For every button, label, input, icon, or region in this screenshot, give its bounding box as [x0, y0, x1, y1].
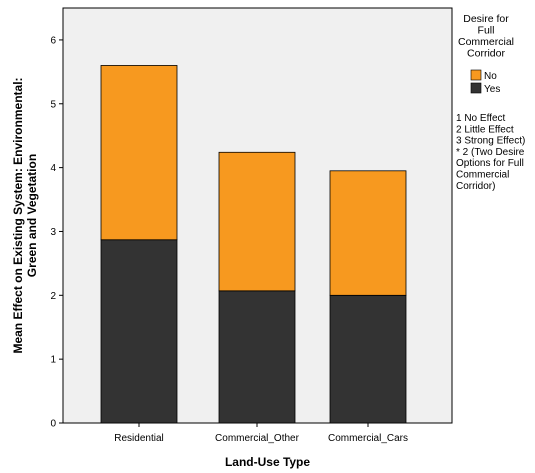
x-tick-label: Residential [114, 433, 163, 444]
x-axis-title: Land-Use Type [225, 455, 310, 469]
annotation-line: Commercial [456, 170, 509, 181]
legend-label-yes: Yes [484, 84, 500, 95]
y-axis-title-line: Mean Effect on Existing System: Environm… [11, 77, 25, 353]
annotation-line: 1 No Effect [456, 113, 506, 124]
bar-commercial-cars-yes [329, 294, 407, 424]
y-axis-title-line: Green and Vegetation [25, 154, 39, 277]
y-tick-label: 3 [50, 227, 56, 238]
legend-title-line: Corridor [467, 48, 505, 60]
bar-residential-yes [100, 239, 178, 424]
annotation-line: * 2 (Two Desire [456, 147, 525, 158]
y-tick-label: 1 [50, 355, 56, 366]
y-axis: 0 1 2 3 4 5 6 [50, 35, 63, 430]
bar-commercial-other-yes [218, 290, 296, 424]
y-tick-label: 0 [50, 419, 56, 430]
y-tick-label: 5 [50, 99, 56, 110]
y-tick-label: 6 [50, 35, 56, 46]
y-axis-title: Mean Effect on Existing System: Environm… [11, 77, 39, 353]
annotation-line: Options for Full [456, 158, 524, 169]
annotation-line: 2 Little Effect [456, 124, 514, 135]
legend-title-line: Full [478, 25, 495, 37]
x-axis: Residential Commercial_Other Commercial_Ca… [114, 423, 408, 444]
legend-title-line: Commercial [458, 36, 514, 48]
annotation-line: 3 Strong Effect) [456, 136, 525, 147]
legend-title-line: Desire for [463, 13, 509, 25]
legend-swatch-yes [470, 82, 482, 94]
legend-swatch-no [470, 69, 482, 81]
x-tick-label: Commercial_Cars [328, 433, 408, 444]
y-tick-label: 4 [50, 163, 56, 174]
bar-commercial-other-no [218, 151, 296, 292]
bar-commercial-cars-no [329, 170, 407, 296]
x-tick-label: Commercial_Other [215, 433, 300, 444]
y-tick-label: 2 [50, 291, 56, 302]
bars-group [100, 65, 407, 424]
annotation-line: Corridor) [456, 181, 495, 192]
bar-residential-no [100, 65, 178, 241]
legend-label-no: No [484, 71, 497, 82]
